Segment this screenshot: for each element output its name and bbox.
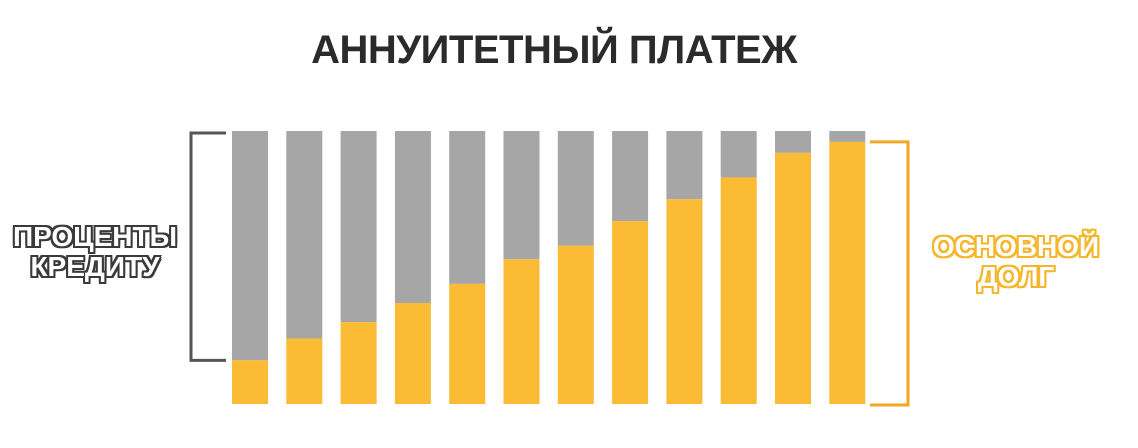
bar-principal-6 — [503, 259, 540, 404]
bar-principal-8 — [612, 221, 649, 404]
bar-principal-9 — [666, 199, 703, 404]
bar-interest-2 — [286, 131, 323, 339]
bars-group — [232, 131, 866, 405]
bar-principal-7 — [557, 245, 594, 404]
bar-principal-10 — [720, 177, 757, 404]
bar-principal-1 — [232, 360, 268, 404]
chart-title: АННУИТЕТНЫЙ ПЛАТЕЖ — [311, 28, 797, 72]
bar-interest-9 — [666, 131, 703, 200]
bar-interest-4 — [394, 131, 431, 303]
interest-label: ПРОЦЕНТЫ КРЕДИТУ — [2, 222, 188, 282]
bar-interest-1 — [232, 131, 268, 361]
interest-label-line1: ПРОЦЕНТЫ — [12, 221, 178, 252]
bar-interest-3 — [340, 131, 377, 323]
bar-principal-2 — [286, 338, 323, 404]
bar-interest-10 — [720, 131, 757, 178]
bar-principal-5 — [449, 283, 486, 404]
bar-principal-4 — [394, 302, 431, 404]
bar-principal-11 — [775, 152, 811, 404]
principal-bracket — [870, 140, 910, 407]
bar-interest-6 — [503, 131, 540, 260]
interest-label-line2: КРЕДИТУ — [30, 251, 160, 282]
principal-label: ОСНОВНОЙ ДОЛГ — [918, 232, 1114, 292]
bar-principal-12 — [829, 141, 866, 405]
principal-label-line1: ОСНОВНОЙ — [932, 231, 1100, 262]
bar-interest-11 — [775, 131, 811, 153]
bar-interest-12 — [829, 131, 866, 142]
bar-interest-5 — [449, 131, 486, 284]
interest-bracket — [189, 131, 226, 362]
bar-interest-8 — [612, 131, 649, 222]
bar-principal-3 — [340, 322, 377, 404]
bar-interest-7 — [557, 131, 594, 246]
principal-label-line2: ДОЛГ — [977, 261, 1055, 292]
